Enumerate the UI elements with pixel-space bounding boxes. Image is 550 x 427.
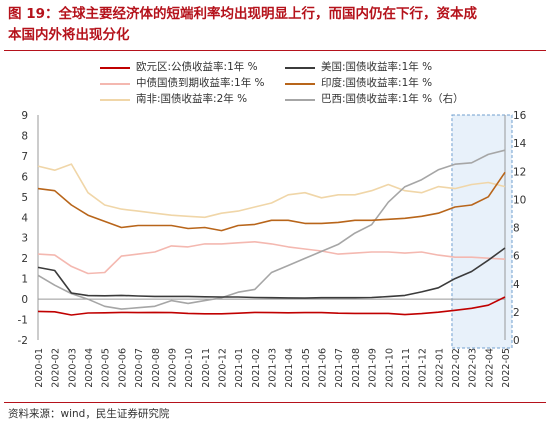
legend-label: 美国:国债收益率:1年 %: [321, 61, 433, 73]
title-divider: [4, 50, 546, 51]
y-right-tick-label: 0: [513, 335, 520, 347]
series-line-1: [37, 247, 506, 299]
x-tick-label: 2021-09: [368, 348, 379, 388]
x-tick-label: 2021-04: [284, 348, 295, 388]
x-tick-label: 2022-05: [501, 348, 512, 388]
x-tick-label: 2021-03: [268, 348, 279, 388]
legend-swatch: [100, 99, 130, 101]
series-line-2: [37, 241, 506, 275]
y-left-tick-label: 3: [21, 233, 28, 245]
x-tick-label: 2021-01: [234, 348, 245, 388]
y-left-tick-label: 0: [21, 294, 28, 306]
x-tick-label: 2021-11: [401, 348, 412, 388]
x-tick-label: 2022-04: [484, 348, 495, 388]
source-divider: [4, 402, 546, 403]
source-note: 资料来源：wind，民生证券研究院: [8, 408, 170, 420]
chart-legend: 欧元区:公债收益率:1年 % 美国:国债收益率:1年 % 中债国债到期收益率:1…: [0, 60, 550, 108]
legend-label: 印度:国债收益率:1年 %: [321, 77, 433, 89]
x-tick-label: 2021-10: [384, 348, 395, 388]
y-left-tick-label: 9: [21, 110, 28, 122]
figure-title-line1: 图 19：全球主要经济体的短端利率均出现明显上行，而国内仍在下行，资本成: [8, 6, 477, 22]
x-tick-label: 2020-10: [184, 348, 195, 388]
y-right-tick-label: 2: [513, 307, 520, 319]
x-tick-label: 2021-02: [251, 348, 262, 388]
series-line-4: [37, 163, 506, 219]
x-tick-label: 2020-12: [217, 348, 228, 388]
legend-swatch: [100, 67, 130, 69]
x-tick-label: 2020-08: [151, 348, 162, 388]
legend-label: 南非:国债收益率:2年 %: [136, 93, 248, 105]
figure-title-line2: 本国内外将出现分化: [8, 27, 130, 43]
x-tick-label: 2021-07: [334, 348, 345, 388]
x-tick-label: 2020-05: [101, 348, 112, 388]
x-tick-label: 2020-02: [51, 348, 62, 388]
x-tick-label: 2020-11: [201, 348, 212, 388]
y-right-tick-label: 12: [513, 166, 526, 178]
x-tick-label: 2020-09: [167, 348, 178, 388]
x-tick-label: 2021-12: [418, 348, 429, 388]
series-line-3: [37, 171, 506, 232]
x-tick-label: 2021-05: [301, 348, 312, 388]
y-left-tick-label: 6: [21, 171, 28, 183]
y-left-tick-label: 1: [21, 274, 28, 286]
legend-label: 中债国债到期收益率:1年 %: [136, 77, 265, 89]
y-right-tick-label: 6: [513, 251, 520, 263]
legend-swatch: [285, 83, 315, 85]
x-tick-label: 2020-04: [84, 348, 95, 388]
y-right-tick-label: 16: [513, 110, 527, 122]
y-right-tick-label: 8: [513, 223, 520, 235]
x-tick-label: 2021-08: [351, 348, 362, 388]
x-tick-label: 2021-06: [318, 348, 329, 388]
y-right-tick-label: 14: [513, 138, 527, 150]
y-right-tick-label: 4: [513, 279, 520, 291]
legend-swatch: [285, 99, 315, 101]
x-tick-label: 2020-01: [34, 348, 45, 388]
y-left-tick-label: -1: [18, 315, 28, 327]
x-tick-label: 2022-03: [468, 348, 479, 388]
legend-swatch: [100, 83, 130, 85]
legend-label: 欧元区:公债收益率:1年 %: [136, 61, 258, 73]
x-tick-label: 2022-02: [451, 348, 462, 388]
x-tick-label: 2020-03: [67, 348, 78, 388]
series-line-0: [37, 296, 506, 316]
legend-label: 巴西:国债收益率:1年 %（右）: [321, 93, 464, 105]
y-left-tick-label: 4: [21, 212, 28, 224]
series-line-5: [37, 149, 506, 310]
x-tick-label: 2022-01: [434, 348, 445, 388]
y-left-tick-label: 7: [21, 151, 28, 163]
y-left-tick-label: 2: [21, 253, 28, 265]
figure-title: 图 19：全球主要经济体的短端利率均出现明显上行，而国内仍在下行，资本成 本国内…: [8, 4, 544, 46]
y-right-tick-label: 10: [513, 194, 526, 206]
legend-swatch: [285, 67, 315, 69]
y-left-tick-label: 8: [21, 130, 28, 142]
y-left-tick-label: -2: [18, 335, 28, 347]
x-tick-label: 2020-07: [134, 348, 145, 388]
y-left-tick-label: 5: [21, 192, 28, 204]
x-tick-label: 2020-06: [117, 348, 128, 388]
